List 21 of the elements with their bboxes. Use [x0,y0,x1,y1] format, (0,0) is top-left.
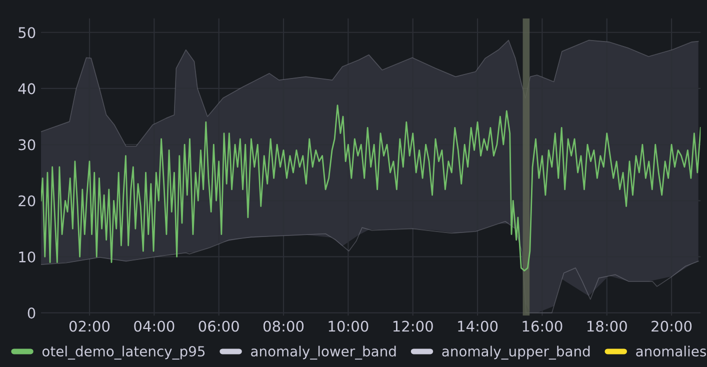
y-tick-label: 10 [19,251,36,262]
x-tick-label: 16:00 [522,320,562,332]
x-tick-label: 08:00 [263,320,304,332]
line-series [41,104,701,272]
x-tick-label: 18:00 [587,320,627,332]
x-tick-label: 02:00 [69,320,110,332]
x-tick-label: 04:00 [134,320,174,332]
y-tick-label: 40 [18,83,36,94]
y-tick-label: 0 [28,308,36,319]
x-tick-label: 06:00 [198,320,239,332]
y-tick-label: 50 [18,27,36,38]
legend-label: anomalies [636,346,706,357]
y-tick-label: 30 [18,139,36,150]
x-tick-label: 10:00 [328,320,368,332]
y-tick-label: 20 [18,195,36,206]
legend-label: anomaly_upper_band [442,346,590,360]
legend-label: anomaly_lower_band [251,346,396,360]
legend-label: otel_demo_latency_p95 [42,346,205,360]
x-tick-label: 14:00 [458,320,498,332]
x-tick-label: 12:00 [393,320,433,332]
x-tick-label: 20:00 [652,320,692,332]
